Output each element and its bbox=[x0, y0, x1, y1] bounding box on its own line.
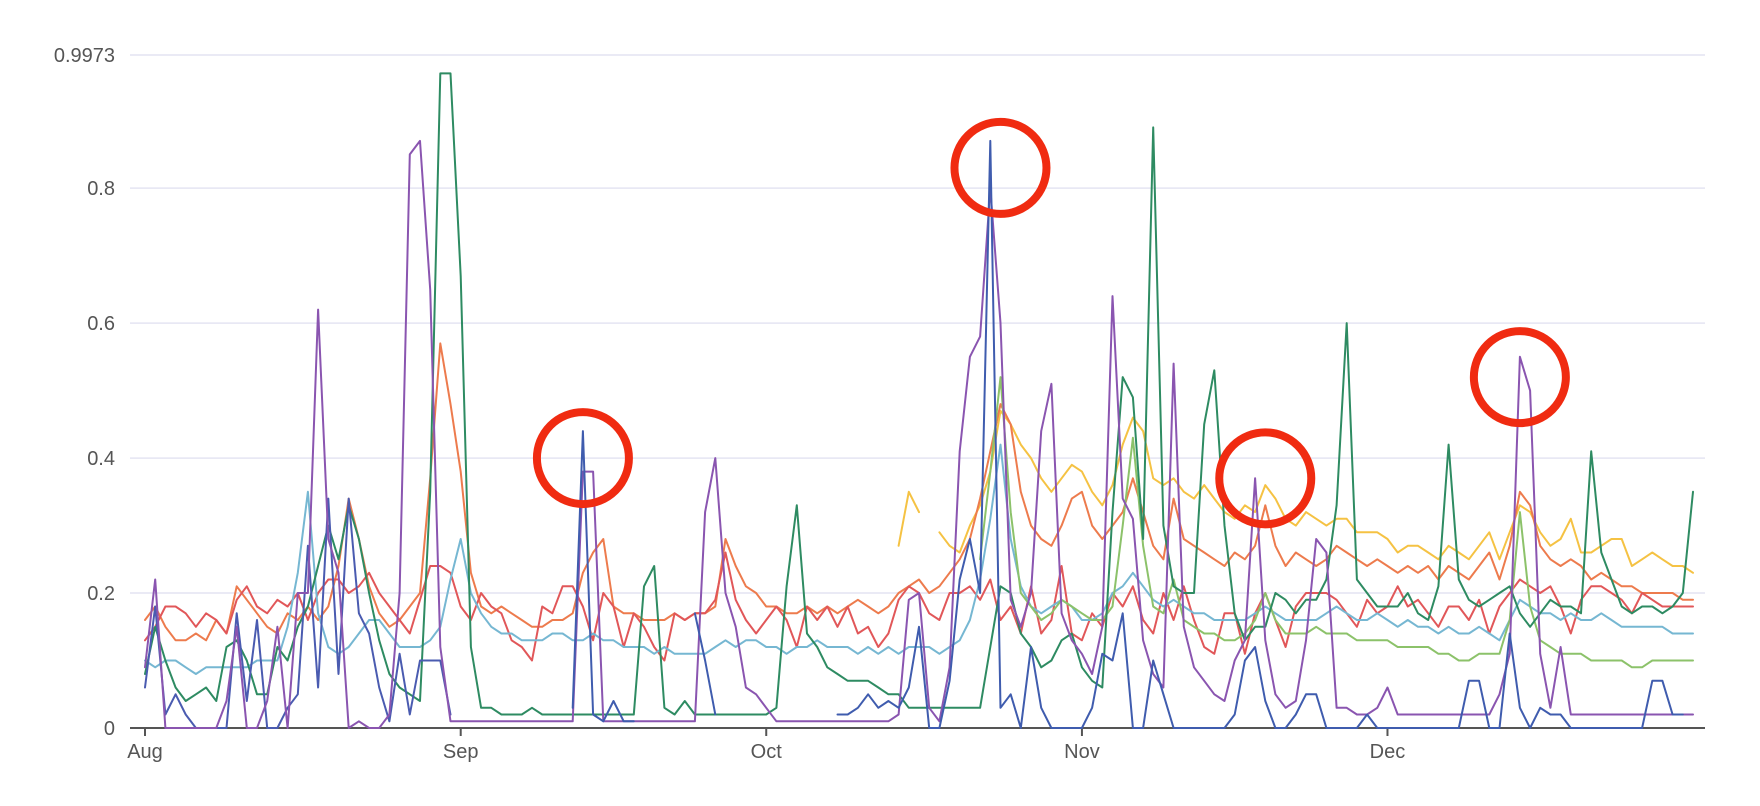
series-line bbox=[144, 342, 1694, 642]
series-line bbox=[979, 376, 1694, 669]
highlight-circle bbox=[532, 408, 633, 509]
series-3 bbox=[144, 443, 1694, 675]
series-8 bbox=[571, 139, 1684, 729]
series-5 bbox=[144, 72, 1694, 716]
y-tick-label: 0.9973 bbox=[54, 45, 115, 67]
series-line bbox=[144, 139, 1694, 729]
series-4 bbox=[979, 376, 1694, 669]
x-tick-label: Nov bbox=[1064, 741, 1100, 763]
series-line bbox=[144, 443, 1694, 675]
series-line bbox=[693, 612, 717, 716]
y-tick-label: 0.4 bbox=[87, 448, 115, 470]
axis-layer: 0 0.2 0.4 0.6 0.8 0.9973 Aug Sep Oct Nov Dec bbox=[54, 45, 1705, 763]
series-line bbox=[897, 490, 920, 547]
highlight-circle bbox=[1469, 327, 1570, 428]
y-tick-label: 0.8 bbox=[87, 178, 115, 200]
series-0 bbox=[897, 409, 1694, 574]
grid-layer bbox=[130, 54, 1705, 594]
x-tick-label: Aug bbox=[127, 741, 163, 763]
y-tick-label: 0.2 bbox=[87, 583, 115, 605]
series-line bbox=[571, 430, 635, 723]
y-tick-label: 0 bbox=[104, 718, 115, 740]
x-tick-label: Sep bbox=[443, 741, 479, 763]
series-line bbox=[836, 139, 1684, 729]
highlight-circle bbox=[1215, 428, 1316, 529]
series-7 bbox=[144, 139, 1694, 729]
highlight-layer bbox=[532, 117, 1570, 529]
x-tick-label: Dec bbox=[1370, 741, 1406, 763]
highlight-circle bbox=[950, 117, 1051, 218]
x-tick-label: Oct bbox=[751, 741, 783, 763]
y-tick-label: 0.6 bbox=[87, 313, 115, 335]
series-layer bbox=[144, 72, 1694, 729]
series-1 bbox=[144, 342, 1694, 642]
series-line bbox=[144, 72, 1694, 716]
series-line bbox=[938, 409, 1694, 574]
